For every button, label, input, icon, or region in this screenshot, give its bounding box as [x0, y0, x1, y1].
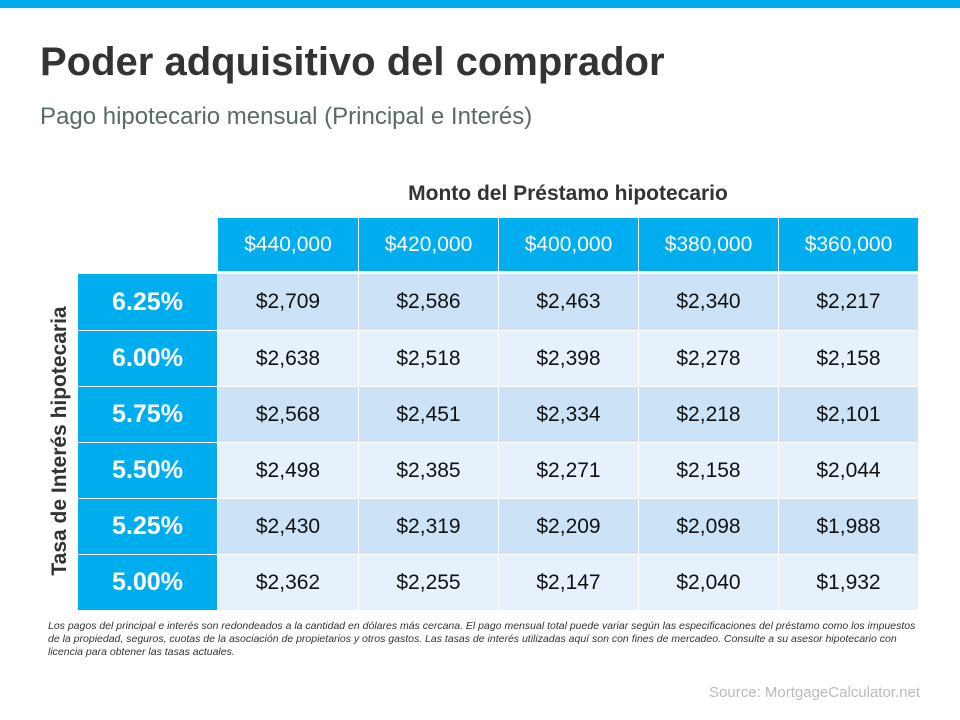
footnote: Los pagos del principal e interés son re…: [48, 620, 916, 658]
payment-cell: $2,040: [639, 555, 778, 610]
column-axis-title: Monto del Préstamo hipotecario: [408, 182, 728, 205]
rate-label: 5.00%: [78, 555, 217, 610]
payment-cell: $2,340: [639, 274, 778, 330]
page-title: Poder adquisitivo del comprador: [40, 40, 665, 84]
page-subtitle: Pago hipotecario mensual (Principal e In…: [40, 103, 533, 130]
payment-cell: $2,255: [359, 555, 498, 610]
payment-cell: $1,988: [779, 499, 918, 554]
payment-cell: $1,932: [779, 555, 918, 610]
row-axis-title: Tasa de Interés hipotecaria: [48, 306, 71, 576]
payment-cell: $2,518: [359, 331, 498, 386]
payment-cell: $2,430: [218, 499, 358, 554]
payment-cell: $2,451: [359, 387, 498, 442]
rate-label: 6.25%: [78, 274, 217, 330]
payment-cell: $2,101: [779, 387, 918, 442]
rate-label: 5.75%: [78, 387, 217, 442]
payment-cell: $2,568: [218, 387, 358, 442]
column-header: $380,000: [639, 218, 778, 271]
payment-cell: $2,498: [218, 443, 358, 498]
column-header: $360,000: [779, 218, 918, 271]
source-credit: Source: MortgageCalculator.net: [709, 684, 920, 701]
column-header: $440,000: [218, 218, 358, 271]
payment-cell: $2,398: [499, 331, 638, 386]
payment-cell: $2,709: [218, 274, 358, 330]
payment-cell: $2,334: [499, 387, 638, 442]
payment-cell: $2,463: [499, 274, 638, 330]
payment-cell: $2,638: [218, 331, 358, 386]
payment-cell: $2,209: [499, 499, 638, 554]
payment-cell: $2,586: [359, 274, 498, 330]
rate-label: 5.25%: [78, 499, 217, 554]
payment-cell: $2,271: [499, 443, 638, 498]
payment-cell: $2,385: [359, 443, 498, 498]
column-header: $420,000: [359, 218, 498, 271]
payment-cell: $2,098: [639, 499, 778, 554]
payment-cell: $2,044: [779, 443, 918, 498]
top-accent-bar: [0, 0, 960, 8]
column-header: $400,000: [499, 218, 638, 271]
payment-cell: $2,217: [779, 274, 918, 330]
payment-cell: $2,158: [639, 443, 778, 498]
rate-label: 6.00%: [78, 331, 217, 386]
payment-cell: $2,278: [639, 331, 778, 386]
payment-cell: $2,158: [779, 331, 918, 386]
payment-cell: $2,147: [499, 555, 638, 610]
payment-cell: $2,218: [639, 387, 778, 442]
rate-label: 5.50%: [78, 443, 217, 498]
payment-cell: $2,362: [218, 555, 358, 610]
payment-cell: $2,319: [359, 499, 498, 554]
